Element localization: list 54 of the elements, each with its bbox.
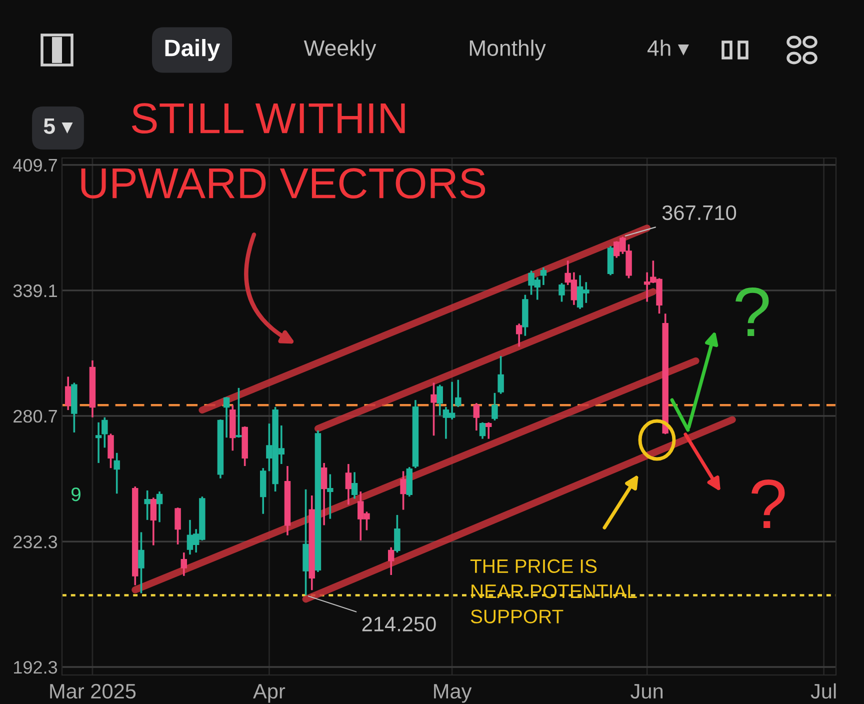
annotation: THE PRICE IS NEAR POTENTIAL SUPPORT <box>470 559 637 624</box>
candlestick <box>95 421 102 464</box>
candlestick <box>156 490 163 524</box>
candlestick <box>430 382 437 437</box>
y-tick-label: 232.3 <box>14 536 58 548</box>
candlestick <box>400 470 406 511</box>
x-tick-label: Mar 2025 <box>50 684 136 699</box>
candlestick <box>345 463 352 506</box>
candlestick <box>558 282 565 303</box>
candlestick <box>394 514 400 554</box>
x-tick-label: Jul <box>810 683 836 699</box>
candlestick <box>174 506 181 546</box>
annotation: ? <box>752 479 785 528</box>
candlestick <box>540 266 547 286</box>
candlestick <box>223 396 230 438</box>
candlestick <box>351 471 358 500</box>
candlestick <box>108 432 114 469</box>
text: Monthly <box>470 40 546 60</box>
candlestick <box>180 552 188 577</box>
text: Weekly <box>304 40 376 60</box>
candlestick <box>479 421 486 440</box>
candlestick <box>516 322 522 348</box>
x-tick-label: May <box>434 684 472 703</box>
candlestick <box>436 384 443 416</box>
annotation: ? <box>736 287 769 336</box>
text: Daily <box>165 38 220 62</box>
candlestick <box>114 452 120 495</box>
candlestick <box>473 402 480 432</box>
candlestick <box>498 355 504 395</box>
y-tick-label: 339.1 <box>13 284 57 298</box>
annotation: 214.250 <box>362 616 436 632</box>
candlestick <box>138 531 144 594</box>
y-tick-label: 409.7 <box>13 158 57 172</box>
y-tick-label: 280.7 <box>14 410 57 423</box>
x-tick-label: Jun <box>630 684 663 699</box>
candlestick <box>320 462 328 526</box>
candlestick <box>144 490 150 521</box>
text: 5 ▾ <box>44 118 73 134</box>
candlestick <box>486 421 492 440</box>
candlestick <box>150 496 157 546</box>
candlestick <box>455 378 462 408</box>
candlestick <box>64 376 72 411</box>
candlestick <box>388 546 394 576</box>
annotation: 367.710 <box>662 205 736 220</box>
candlestick <box>236 387 242 438</box>
candlestick <box>492 392 498 422</box>
y-tick-label: 192.3 <box>14 660 58 674</box>
text: 4h ▾ <box>647 40 689 56</box>
annotation: UPWARD VECTORS <box>81 168 486 199</box>
text: STILL WITHIN <box>132 103 405 134</box>
annotation: 9 <box>72 487 80 502</box>
candlestick <box>102 416 108 449</box>
candlestick <box>327 473 334 520</box>
x-tick-label: Apr <box>253 684 286 703</box>
